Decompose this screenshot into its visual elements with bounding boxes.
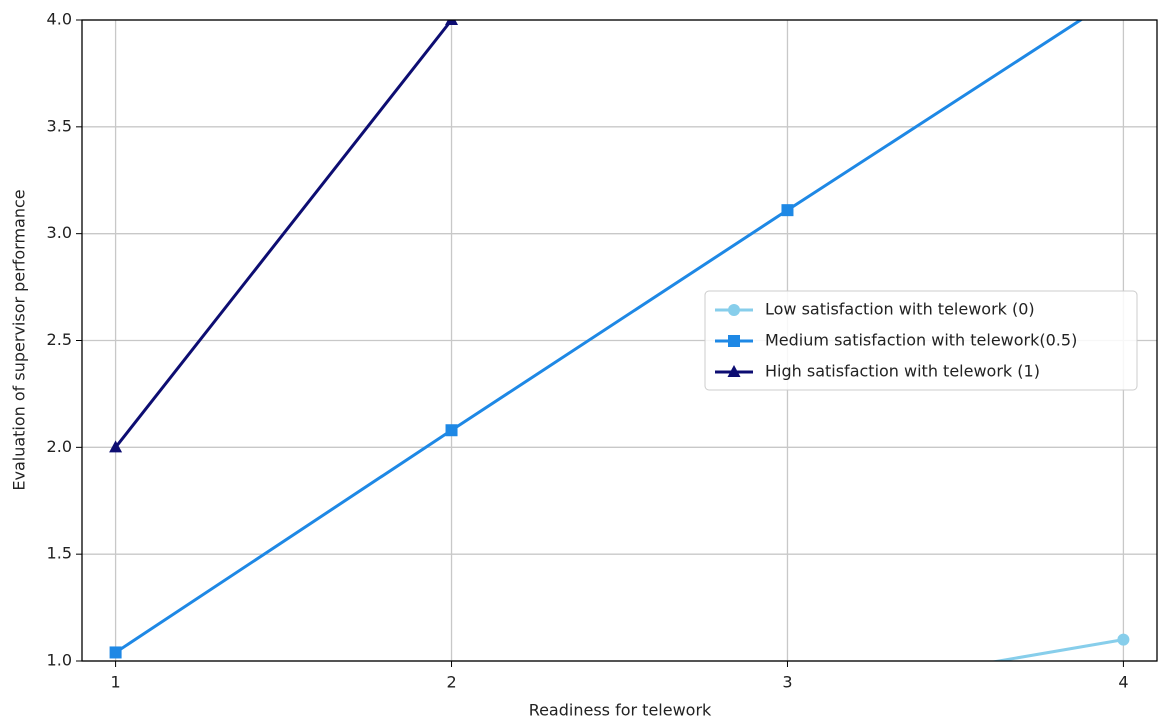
series-line — [114, 20, 1084, 654]
y-axis-label: Evaluation of supervisor performance — [10, 189, 29, 490]
legend-box — [704, 290, 1138, 391]
y-tick-label: 1.0 — [47, 651, 72, 670]
x-axis-label: Readiness for telework — [529, 701, 712, 720]
plot-area — [109, 20, 1130, 703]
plot-frame — [81, 19, 1158, 662]
y-tick-label: 1.5 — [47, 544, 72, 563]
legend-marker — [728, 304, 740, 316]
marker — [109, 440, 123, 453]
x-tick-label: 1 — [111, 673, 121, 692]
y-tick-label: 2.5 — [47, 330, 72, 349]
series-line — [990, 638, 1124, 661]
legend-label: High satisfaction with telework (1) — [765, 362, 1040, 381]
y-tick-label: 4.0 — [47, 10, 72, 29]
legend-marker — [727, 365, 741, 377]
series-line — [114, 20, 453, 449]
legend-label: Low satisfaction with telework (0) — [765, 300, 1035, 319]
y-tick-label: 3.5 — [47, 116, 72, 135]
marker — [445, 424, 458, 437]
y-tick-label: 2.0 — [47, 437, 72, 456]
x-tick-label: 4 — [1118, 673, 1128, 692]
legend-marker — [728, 335, 740, 347]
marker — [781, 204, 794, 217]
legend-label: Medium satisfaction with telework(0.5) — [765, 331, 1077, 350]
x-tick-label: 3 — [782, 673, 792, 692]
y-tick-label: 3.0 — [47, 223, 72, 242]
marker — [109, 646, 122, 659]
x-tick-label: 2 — [446, 673, 456, 692]
marker — [1117, 633, 1130, 646]
marker — [445, 20, 459, 25]
marker — [781, 691, 793, 703]
